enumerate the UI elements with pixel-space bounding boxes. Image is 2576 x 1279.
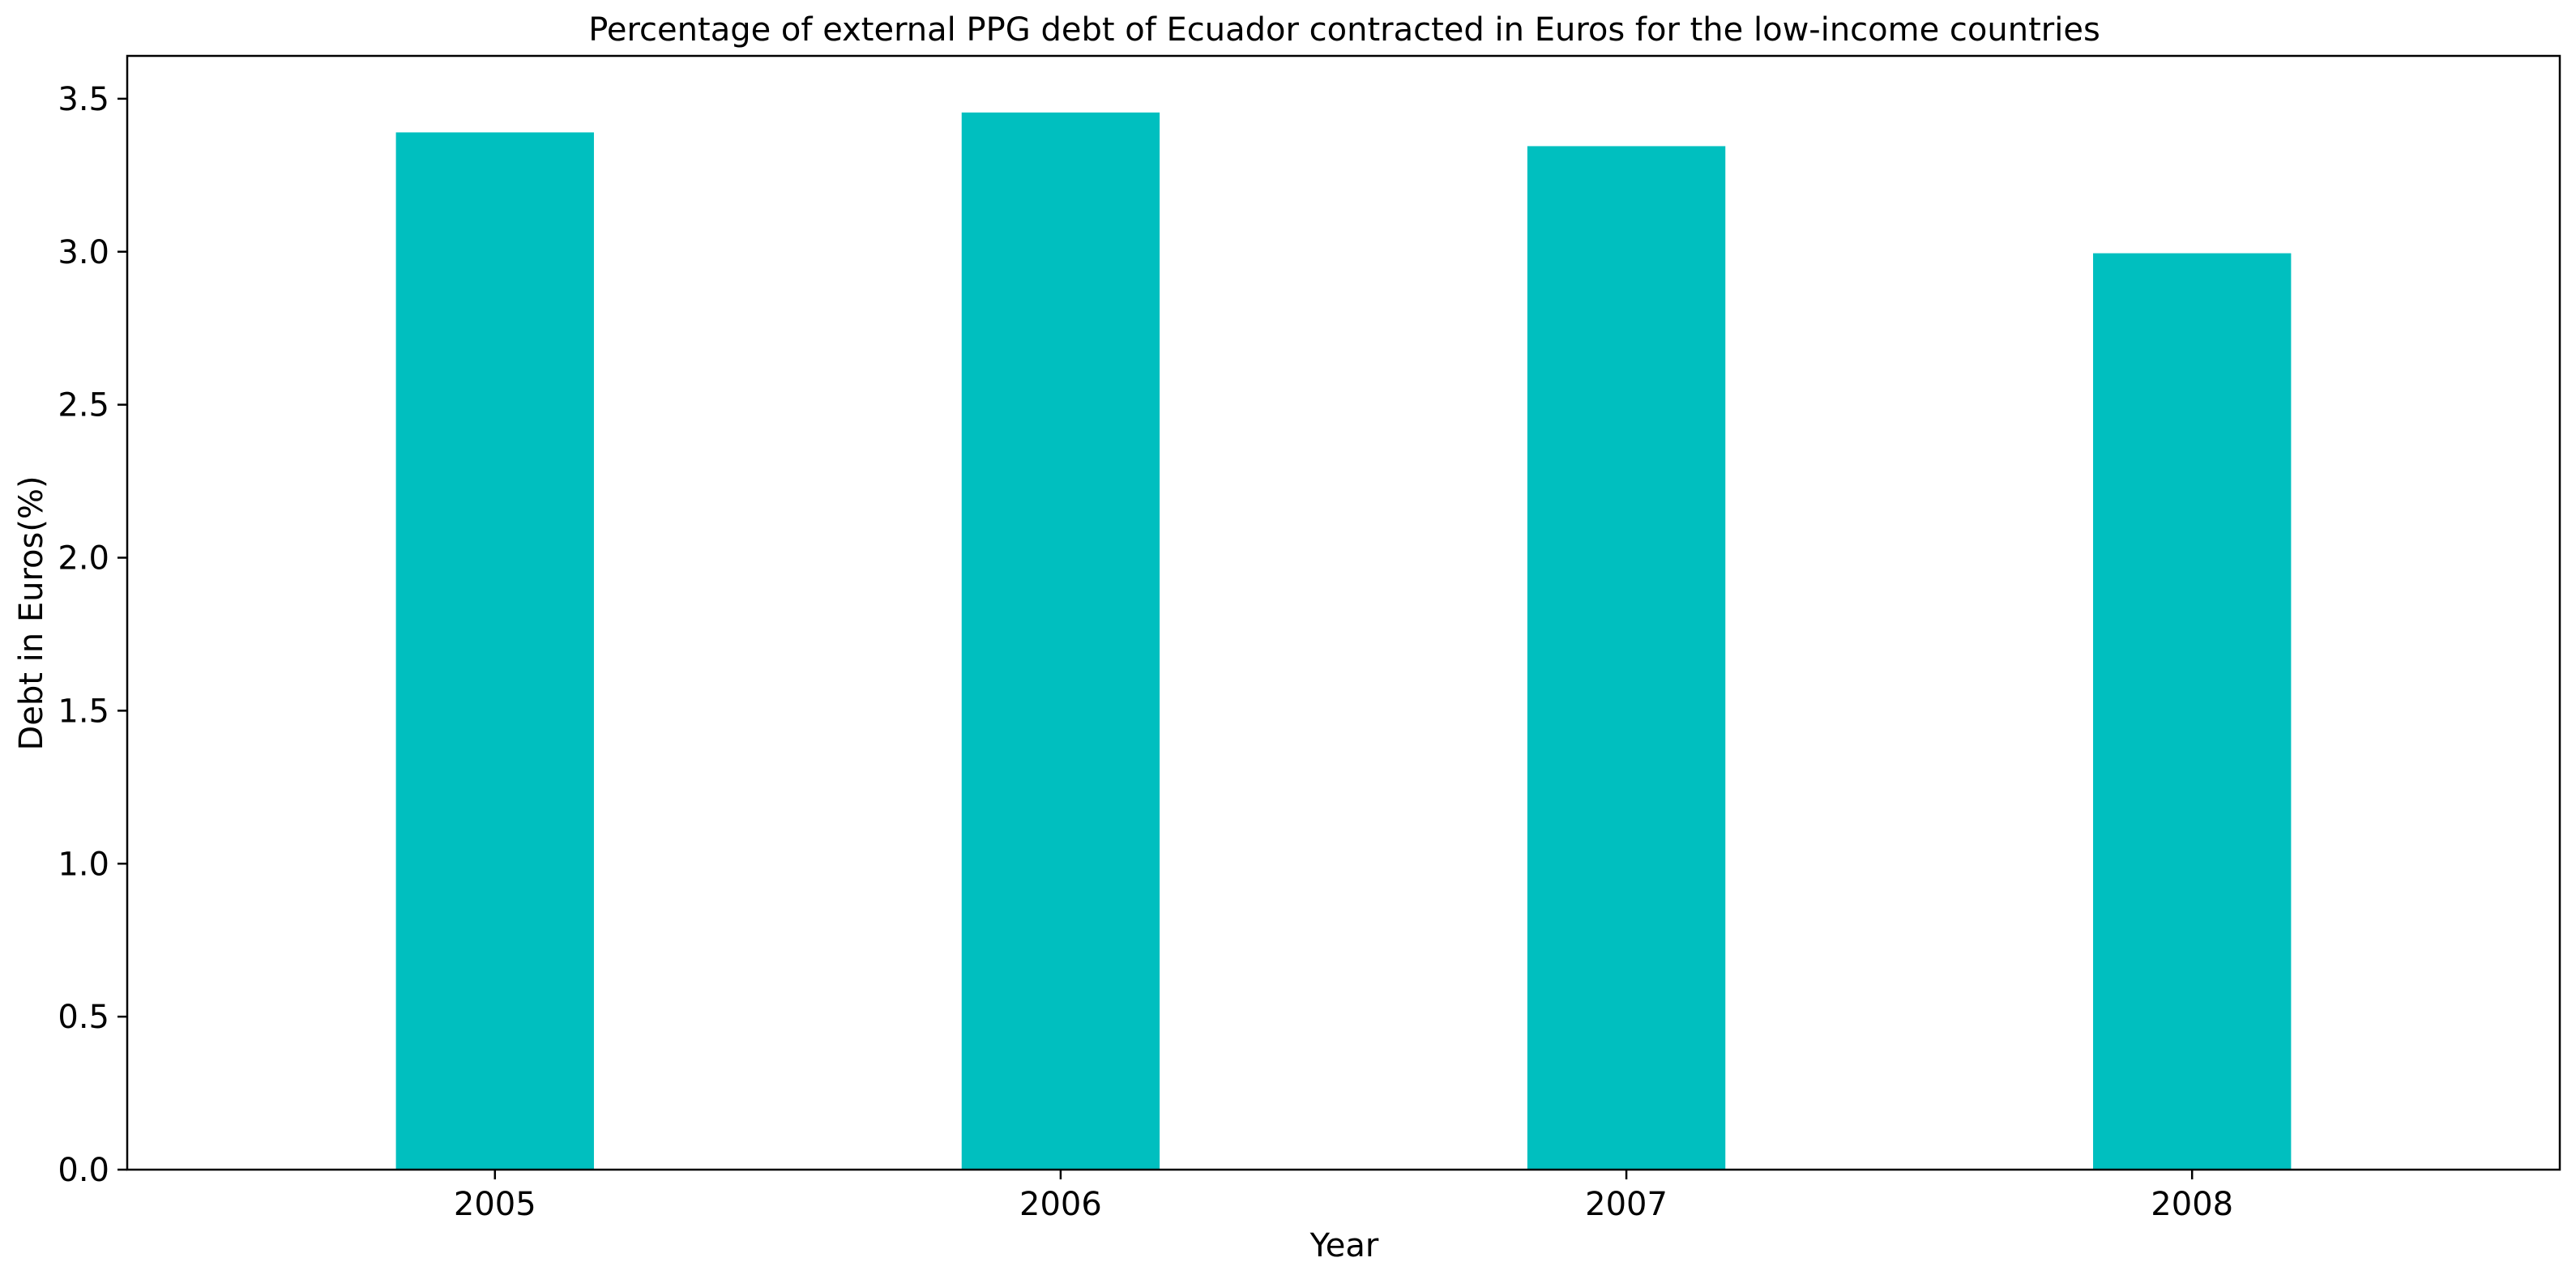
bar-2008 xyxy=(2093,253,2292,1170)
bar-2005 xyxy=(395,132,594,1170)
y-axis-label: Debt in Euros(%) xyxy=(13,475,50,750)
x-tick-label: 2006 xyxy=(1019,1186,1102,1223)
y-tick-label: 3.5 xyxy=(58,81,109,118)
y-tick-label: 2.0 xyxy=(58,540,109,578)
x-tick-label: 2008 xyxy=(2151,1186,2233,1223)
y-tick-label: 1.0 xyxy=(58,846,109,883)
chart-title: Percentage of external PPG debt of Ecuad… xyxy=(588,11,2100,49)
y-tick-label: 0.5 xyxy=(58,999,109,1036)
bar-2006 xyxy=(961,112,1160,1170)
x-tick-label: 2005 xyxy=(454,1186,536,1223)
bar-2007 xyxy=(1527,146,1726,1170)
y-tick-label: 3.0 xyxy=(58,234,109,271)
x-axis-label: Year xyxy=(1309,1227,1379,1264)
x-axis-ticks: 2005 2006 2007 2008 xyxy=(454,1170,2233,1223)
y-tick-label: 2.5 xyxy=(58,387,109,424)
bars-group xyxy=(395,112,2292,1170)
x-tick-label: 2007 xyxy=(1585,1186,1668,1223)
y-tick-label: 1.5 xyxy=(58,693,109,730)
plot-area-frame xyxy=(126,54,2561,1171)
y-tick-label: 0.0 xyxy=(58,1152,109,1189)
y-axis-ticks: 0.0 0.5 1.0 1.5 2.0 2.5 3.0 3.5 xyxy=(58,81,127,1189)
